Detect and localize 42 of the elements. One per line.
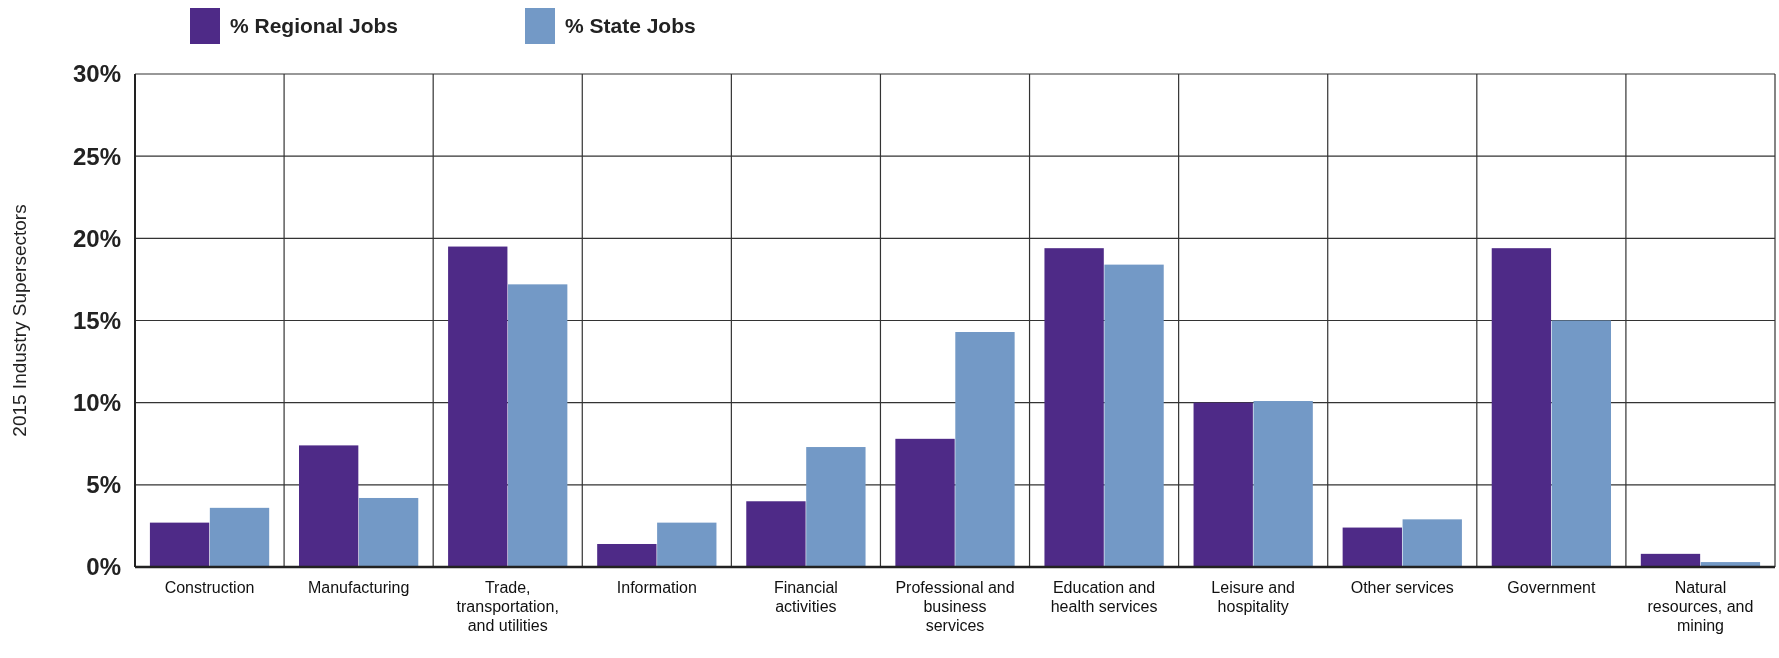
x-tick-label: Construction	[164, 579, 255, 596]
bar	[508, 284, 568, 567]
y-tick-label: 25%	[72, 142, 121, 170]
y-tick-label: 30%	[72, 60, 121, 88]
x-tick-label: Leisure and hospitality	[1211, 579, 1295, 615]
x-tick-label: Financial activities	[773, 579, 838, 615]
bar	[209, 507, 270, 567]
x-tick-label: Natural resources, and mining	[1647, 579, 1754, 634]
bar	[299, 445, 359, 567]
bar	[955, 332, 1015, 567]
bar	[358, 497, 419, 567]
bar	[746, 501, 806, 567]
x-tick-label: Manufacturing	[307, 579, 410, 596]
x-tick-label: Information	[616, 579, 697, 596]
bar	[149, 522, 210, 567]
y-tick-label: 0%	[86, 553, 121, 581]
bar	[597, 543, 657, 567]
y-tick-label: 5%	[86, 471, 121, 499]
y-tick-label: 10%	[72, 389, 121, 417]
legend-label: % State Jobs	[565, 14, 696, 38]
bar	[1044, 248, 1104, 567]
legend-label: % Regional Jobs	[230, 14, 399, 38]
bar	[1253, 401, 1313, 567]
bar	[448, 246, 508, 567]
x-tick-label: Education and health services	[1050, 579, 1158, 615]
bar	[1402, 519, 1462, 567]
x-tick-label: Other services	[1350, 579, 1454, 596]
x-tick-label: Trade, transportation, and utilities	[456, 579, 559, 634]
bar	[1551, 320, 1611, 567]
x-tick-label: Government	[1507, 579, 1596, 596]
bar	[895, 438, 955, 567]
bar	[1193, 402, 1253, 567]
y-tick-label: 20%	[72, 224, 121, 252]
x-tick-label: Professional and business services	[895, 579, 1015, 634]
bar	[806, 447, 866, 567]
bar	[1104, 264, 1164, 567]
y-tick-label: 15%	[72, 306, 121, 334]
bar	[1640, 553, 1701, 567]
bar	[1342, 527, 1402, 567]
bar	[1491, 248, 1552, 567]
bar	[657, 522, 717, 567]
y-axis-title: 2015 Industry Supersectors	[9, 204, 30, 437]
